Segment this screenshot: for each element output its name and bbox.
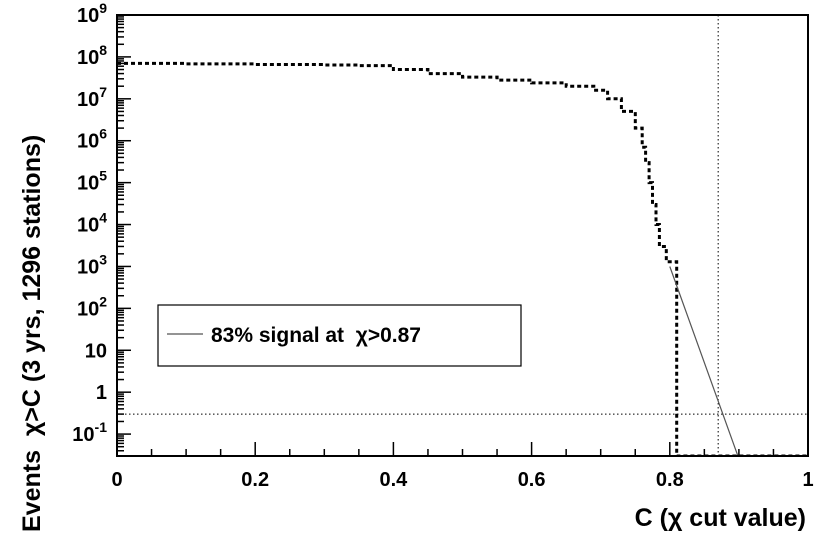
y-tick-label: 103 [77,251,107,278]
y-tick-label: 104 [77,210,107,237]
plot-frame [116,14,809,457]
y-tick-base: 10 [72,424,94,446]
y-tick-label: 107 [77,84,107,111]
y-tick-base: 10 [77,5,99,27]
x-tick-label: 0.4 [379,469,408,491]
y-tick-label: 108 [77,42,107,69]
series-signal-fit-line [669,266,739,456]
y-tick-label: 106 [77,126,107,153]
y-tick-exponent: 6 [99,126,107,142]
y-tick-exponent: 3 [99,251,107,267]
legend-label: 83% signal at χ>0.87 [211,324,421,347]
plot-content [117,15,808,456]
y-tick-exponent: 8 [99,42,107,58]
y-tick-label: 10-1 [72,419,107,446]
y-tick-base: 10 [77,298,99,320]
y-tick-exponent: 7 [99,84,107,100]
legend: 83% signal at χ>0.87 [157,304,522,367]
y-tick-base: 10 [77,256,99,278]
legend-box [157,304,522,367]
y-tick-base: 10 [77,47,99,69]
y-tick-exponent: 9 [99,0,107,16]
y-tick-label: 102 [77,293,107,320]
x-tick-label: 0.2 [241,469,269,491]
x-tick-label: 0.8 [656,469,684,491]
y-tick-base: 10 [77,173,99,195]
y-tick-base: 10 [77,215,99,237]
y-tick-exponent: 4 [99,210,107,226]
x-tick-label: 0 [111,469,122,491]
series-histogram-events [117,61,808,456]
y-tick-label: 1 [96,382,107,404]
y-tick-base: 10 [77,131,99,153]
x-axis-title: C (χ cut value) [635,504,806,532]
y-tick-label: 105 [77,168,107,195]
y-axis-title: Events χ>C (3 yrs, 1296 stations) [18,135,46,532]
x-axis-ticks: 0 0.2 0.4 0.6 0.8 1 [111,442,814,491]
y-tick-label: 10 [85,340,107,362]
x-tick-label: 1 [802,469,813,491]
y-tick-exponent: 2 [99,293,107,309]
y-tick-label: 109 [77,0,107,27]
y-tick-base: 10 [77,89,99,111]
y-tick-exponent: -1 [95,419,108,435]
x-tick-label: 0.6 [518,469,546,491]
y-tick-exponent: 5 [99,168,107,184]
